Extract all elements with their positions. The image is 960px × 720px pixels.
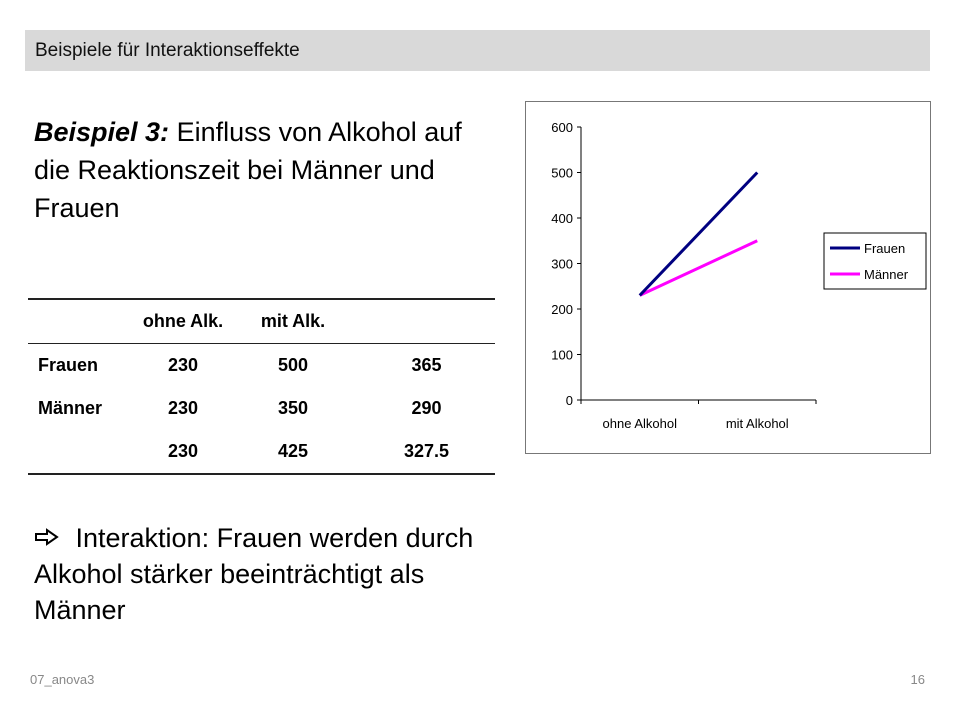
page-number: 16: [910, 672, 925, 687]
data-table: ohne Alk. mit Alk. Frauen 230 500 365 Mä…: [28, 298, 495, 475]
table-cell: 350: [277, 398, 309, 418]
table-row-label: Frauen: [28, 343, 138, 387]
header-title: Beispiele für Interaktionseffekte: [35, 40, 300, 61]
table-cell: 327.5: [358, 430, 495, 475]
x-tick-label: mit Alkohol: [726, 416, 789, 431]
table-header-row: ohne Alk. mit Alk.: [28, 298, 495, 344]
y-tick-label: 400: [551, 211, 573, 226]
y-tick-label: 100: [551, 348, 573, 363]
series-line-männer: [639, 239, 758, 297]
table-row: Frauen 230 500 365: [28, 343, 495, 387]
chart-canvas: 0 100 200 300 400 500 600 ohne Alkohol mit Alko…: [551, 120, 927, 431]
table-header-cell: ohne Alk.: [138, 298, 228, 344]
y-tick-label: 0: [566, 393, 573, 408]
y-tick-label: 500: [551, 166, 573, 181]
table-row-label: [28, 430, 138, 475]
table-cell: 500: [228, 343, 358, 387]
conclusion-label: Interaktion: Frauen werden durch Alkohol…: [34, 523, 474, 625]
y-axis: 0 100 200 300 400 500 600: [551, 120, 582, 408]
legend-box: [823, 232, 927, 290]
table-cell: 365: [358, 343, 495, 387]
table-row-label: Männer: [38, 398, 103, 418]
header-bar: Beispiele für Interaktionseffekte: [25, 30, 930, 71]
table-cell: 230: [138, 430, 228, 475]
title-lead: Beispiel 3:: [34, 117, 170, 147]
series-layer: [638, 171, 759, 297]
table-row: 230 425 327.5: [28, 430, 495, 475]
slide-title: Beispiel 3: Einfluss von Alkohol auf die…: [34, 113, 504, 227]
table-header-cell: mit Alk.: [228, 298, 358, 344]
conclusion-text: Interaktion: Frauen werden durch Alkohol…: [34, 520, 504, 628]
y-tick-label: 600: [551, 120, 573, 135]
y-tick-label: 300: [551, 257, 573, 272]
table-cell: 230: [167, 398, 199, 418]
table-cell: 230: [138, 343, 228, 387]
legend-label: Männer: [864, 267, 909, 282]
line-chart: 0 100 200 300 400 500 600 ohne Alkohol mit Alko…: [525, 101, 931, 454]
x-tick-label: ohne Alkohol: [603, 416, 678, 431]
x-axis: ohne Alkohol mit Alkohol: [580, 399, 817, 431]
table-header-cell: [358, 298, 495, 344]
footer-file-name: 07_anova3: [30, 672, 95, 687]
title-text: Einfluss von Alkohol auf die Reaktionsze…: [34, 117, 462, 223]
table-cell: 425: [228, 430, 358, 475]
y-tick-label: 200: [551, 302, 573, 317]
legend-label: Frauen: [864, 241, 905, 256]
series-line-frauen: [638, 171, 759, 297]
table-row: Männer 230 350 290: [28, 387, 495, 430]
table-cell: 290: [411, 398, 442, 418]
right-arrow-icon: [34, 520, 68, 556]
chart-legend: Frauen Männer: [823, 232, 927, 290]
table-header-cell: [28, 298, 138, 344]
